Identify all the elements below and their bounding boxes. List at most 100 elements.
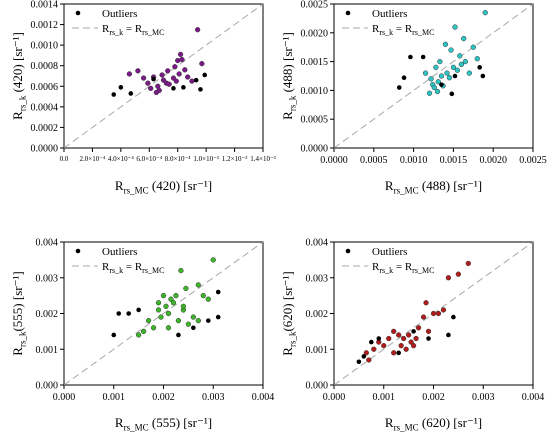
y-tick-label: 0.0010: [31, 41, 59, 52]
data-point: [176, 71, 182, 77]
legend-label-one-to-one: Rrs_k = Rrs_MC: [372, 261, 434, 275]
x-tick-label: 4.0×10⁻⁴: [108, 155, 134, 163]
x-tick-label: 0.002: [422, 392, 445, 403]
data-point: [155, 307, 162, 313]
y-tick-label: 0.0008: [31, 61, 59, 72]
data-point: [423, 300, 429, 306]
data-point: [435, 79, 441, 85]
y-axis-label: Rrs_k (488) [sr⁻¹]: [280, 32, 298, 120]
outlier-point: [128, 91, 134, 96]
y-tick-label: 0.0015: [301, 57, 329, 68]
y-tick-label: 0.004: [306, 238, 329, 249]
x-tick-label: 0.003: [472, 392, 495, 403]
x-tick-label: 0.001: [373, 392, 396, 403]
data-point: [457, 53, 463, 59]
outlier-point: [449, 91, 455, 97]
data-point: [466, 70, 472, 76]
y-axis-label: Rrs_k(620) [sr⁻¹]: [280, 271, 298, 355]
outlier-point: [451, 314, 456, 320]
outlier-point: [215, 289, 221, 295]
legend-label-outliers: Outliers: [102, 8, 137, 20]
y-tick-label: 0.0005: [301, 115, 329, 126]
x-tick-label: 0.002: [152, 392, 175, 403]
data-point: [165, 325, 172, 331]
data-point: [195, 318, 201, 324]
data-point: [173, 78, 179, 84]
outlier-point: [420, 54, 426, 60]
y-tick-label: 0.0014: [31, 0, 59, 11]
data-point: [179, 56, 185, 63]
legend-label-outliers: Outliers: [372, 246, 407, 258]
data-point: [446, 75, 453, 81]
data-point: [422, 70, 429, 76]
outlier-point: [198, 87, 203, 92]
data-point: [189, 78, 195, 84]
outlier-point: [356, 359, 362, 365]
data-point: [444, 70, 450, 76]
one-to-one-line: [333, 3, 534, 149]
y-tick-label: 0.0006: [31, 82, 59, 93]
data-point: [396, 332, 402, 338]
x-tick-label: 6.0×10⁻⁴: [136, 155, 162, 163]
data-point: [363, 350, 369, 356]
outlier-point: [376, 336, 382, 341]
x-tick-label: 8.0×10⁻⁴: [165, 155, 191, 163]
data-point: [448, 47, 454, 53]
legend-label-one-to-one: Rrs_k = Rrs_MC: [372, 23, 434, 37]
data-point: [148, 85, 154, 91]
x-tick-label: 0.0025: [519, 155, 547, 166]
outlier-point: [477, 65, 482, 70]
data-point: [420, 314, 427, 320]
data-point: [428, 76, 434, 82]
y-tick-label: 0.0000: [31, 144, 59, 155]
data-point: [166, 81, 172, 87]
data-point: [168, 296, 174, 302]
data-point: [172, 64, 178, 70]
outlier-point: [205, 318, 211, 323]
one-to-one-line: [63, 241, 264, 386]
y-tick-label: 0.003: [306, 273, 329, 284]
y-axis-label: Rrs_k(555) [sr⁻¹]: [10, 271, 28, 355]
data-point: [170, 300, 177, 306]
data-point: [175, 318, 182, 324]
x-tick-label: 0.0005: [360, 155, 388, 166]
data-point: [482, 9, 488, 16]
outlier-point: [118, 85, 124, 90]
data-point: [401, 335, 407, 342]
x-tick-label: 1.0×10⁻³: [193, 155, 219, 163]
outlier-point: [411, 329, 416, 334]
outlier-point: [111, 92, 117, 97]
data-point: [210, 257, 216, 263]
data-point: [381, 343, 387, 349]
data-point: [185, 321, 192, 327]
data-point: [200, 292, 206, 299]
data-point: [173, 292, 179, 299]
data-point: [150, 325, 157, 331]
data-point: [185, 74, 191, 80]
data-point: [438, 73, 445, 79]
data-point: [426, 90, 433, 96]
y-tick-label: 0.0020: [301, 28, 329, 39]
y-tick-label: 0.000: [306, 381, 329, 392]
data-point: [205, 296, 211, 302]
data-point: [410, 343, 417, 349]
legend-outlier-marker: [75, 248, 81, 254]
legend-outlier-marker: [345, 10, 351, 16]
data-point: [160, 292, 167, 299]
x-tick-label: 0.003: [202, 392, 225, 403]
data-point: [182, 67, 188, 73]
data-point: [180, 303, 187, 310]
outlier-point: [202, 72, 208, 78]
x-tick-label: 1.4×10⁻³: [250, 155, 276, 163]
outlier-point: [408, 54, 413, 60]
y-tick-label: 0.001: [306, 345, 329, 356]
outlier-point: [136, 307, 141, 313]
legend-label-outliers: Outliers: [102, 246, 137, 258]
data-point: [126, 71, 133, 77]
data-point: [398, 343, 404, 349]
data-point: [440, 307, 447, 313]
data-point: [135, 68, 141, 74]
x-axis-label: Rrs_MC (488) [sr⁻¹]: [385, 178, 482, 196]
outlier-point: [191, 325, 196, 331]
data-point: [415, 325, 422, 331]
